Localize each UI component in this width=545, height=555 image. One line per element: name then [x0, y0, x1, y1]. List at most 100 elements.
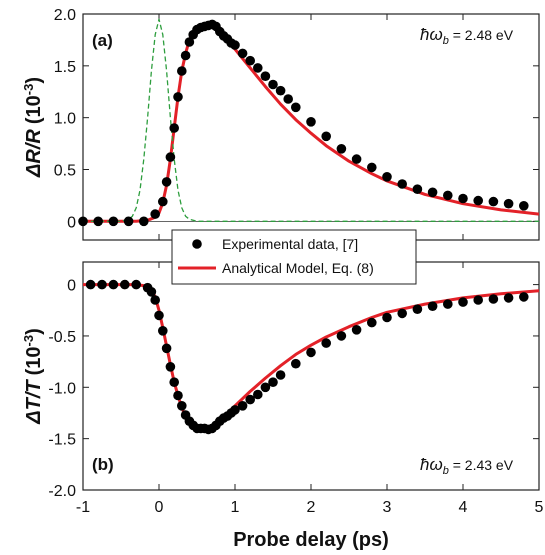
panel-a-y-axis-unit-open: (10 — [23, 95, 45, 124]
panel-b-data-point — [158, 326, 168, 336]
panel-a-data-point — [412, 184, 423, 194]
legend-label-model: Analytical Model, Eq. (8) — [222, 260, 374, 276]
panel-b-data-point — [237, 401, 248, 411]
panel-a-y-axis-symbol: ΔR/R — [23, 129, 45, 178]
panel-b-data-point — [443, 299, 453, 309]
panel-b-energy-value: = 2.43 eV — [449, 457, 514, 473]
panel-a-y-tick-label: 0 — [67, 214, 76, 231]
panel-b-y-axis-title: ΔT/T (10-3) — [21, 328, 45, 425]
legend-box — [171, 229, 417, 285]
panel-b-data-point — [473, 295, 484, 305]
panel-b-y-axis-unit-exp: -3 — [21, 335, 36, 347]
panel-a-data-point — [245, 55, 255, 66]
panel-b-y-axis-unit-close: ) — [23, 328, 45, 335]
panel-a-data-point — [78, 216, 88, 227]
panel-a-data-point — [139, 216, 149, 227]
legend: Experimental data, [7] Analytical Model,… — [171, 229, 417, 285]
panel-a-label: (a) — [92, 31, 113, 50]
panel-b-data-point — [382, 312, 392, 323]
x-tick-label: -1 — [76, 499, 90, 516]
panel-a-y-tick-label: 2.0 — [54, 7, 76, 24]
panel-b-data-point — [108, 279, 119, 290]
panel-b-data-point — [169, 377, 179, 388]
panel-a-data-point — [291, 102, 301, 113]
panel-a-data-point — [230, 40, 240, 50]
panel-a-data-point — [184, 37, 195, 47]
panel-b-data-point — [503, 293, 514, 303]
panel-b-data-point — [458, 297, 468, 307]
panel-a-data-point — [180, 50, 191, 61]
panel-b-data-point — [252, 389, 263, 400]
panel-b-data-point — [488, 294, 499, 304]
panel-b-y-tick-label: -0.5 — [48, 329, 76, 346]
panel-b-data-point — [351, 325, 362, 335]
panel-a-series — [78, 18, 540, 227]
panel-a-data-point — [268, 79, 278, 90]
panel-a-y-axis-unit-exp: -3 — [21, 84, 36, 96]
panel-b-data-point — [150, 295, 160, 305]
panel-b-y-tick-label: -1.5 — [48, 432, 76, 449]
panel-b-y-tick-labels: 0 -0.5 -1.0 -1.5 -2.0 — [48, 278, 76, 500]
panel-a-y-tick-label: 0.5 — [54, 163, 76, 180]
panel-a-data-point — [237, 48, 248, 59]
panel-b-data-point — [397, 308, 408, 319]
panel-b-data-point — [131, 279, 141, 290]
panel-b-data-point — [97, 279, 107, 290]
panel-a-y-tick-label: 1.5 — [54, 59, 76, 76]
panel-b-data-point — [260, 382, 271, 393]
panel-b-data-point — [268, 377, 278, 388]
panel-a-data-point — [336, 144, 347, 154]
panel-a-y-axis-unit-close: ) — [23, 77, 45, 84]
panel-a-data-point — [473, 195, 484, 206]
panel-b: 0 -0.5 -1.0 -1.5 -2.0 -1 0 1 2 3 4 5 (b) ħωb = 2.4… — [21, 261, 544, 551]
panel-a-data-point — [173, 92, 183, 102]
panel-a-data-point — [397, 179, 408, 189]
panel-b-y-tick-label: 0 — [67, 278, 76, 295]
panel-a-y-axis-title: ΔR/R (10-3) — [21, 77, 45, 178]
panel-a-data-point — [123, 216, 134, 227]
panel-a-hbar-omega: ħω — [420, 25, 443, 44]
panel-b-data-point — [85, 279, 96, 290]
panel-b-energy-subscript: b — [443, 465, 449, 477]
x-axis-title: Probe delay (ps) — [233, 529, 389, 551]
panel-a-data-point — [503, 198, 514, 209]
panel-a-data-point — [427, 187, 438, 198]
x-tick-label: 4 — [459, 499, 468, 516]
panel-b-data-point — [154, 310, 164, 321]
x-tick-label: 5 — [535, 499, 544, 516]
panel-a-data-point — [108, 216, 119, 227]
panel-a-data-point — [351, 154, 362, 164]
panel-b-data-point — [275, 370, 286, 380]
x-tick-label: 1 — [231, 499, 240, 516]
panel-a-data-point — [367, 162, 377, 173]
panel-a-data-point — [252, 63, 263, 73]
x-tick-label: 2 — [307, 499, 316, 516]
panel-b-y-tick-label: -1.0 — [48, 380, 76, 397]
panel-b-data-point — [306, 347, 316, 358]
panel-a-photon-energy: ħωb = 2.48 eV — [420, 25, 514, 47]
panel-b-y-tick-label: -2.0 — [48, 483, 76, 500]
panel-a-data-point — [458, 193, 468, 204]
x-tick-label: 3 — [383, 499, 392, 516]
panel-a-data-point — [161, 177, 172, 187]
panel-b-data-point — [291, 358, 301, 369]
panel-a-data-point — [165, 152, 176, 162]
panel-a-pulse-line — [83, 18, 539, 222]
panel-b-data-point — [161, 343, 172, 354]
panel-a-energy-value: = 2.48 eV — [449, 27, 514, 43]
panel-a-data-point — [150, 209, 160, 219]
panel-a-data-point — [177, 66, 187, 76]
panel-b-data-point — [412, 304, 423, 315]
panel-b-data-point — [120, 279, 130, 290]
panel-b-label: (b) — [92, 455, 114, 474]
panel-b-y-axis-symbol: ΔT/T — [23, 379, 45, 425]
x-tick-label: 0 — [155, 499, 164, 516]
panel-a-data-point — [306, 117, 316, 127]
panel-a-data-point — [488, 196, 499, 207]
panel-b-data-point — [427, 301, 438, 312]
panel-a-data-point — [519, 201, 529, 211]
panel-a-energy-subscript: b — [443, 35, 449, 47]
panel-b-data-point — [146, 287, 157, 297]
panel-a-data-point — [321, 131, 332, 142]
